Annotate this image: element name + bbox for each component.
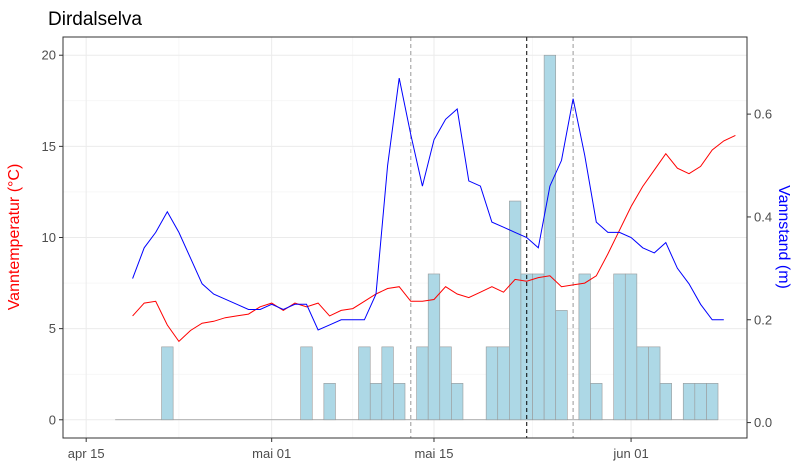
bar: [694, 383, 707, 421]
x-tick-label: mai 01: [252, 446, 291, 461]
y-left-tick-label: 5: [49, 321, 56, 336]
y-left-tick-label: 15: [42, 139, 56, 154]
y-right-tick-label: 0.6: [754, 107, 772, 122]
bar: [624, 273, 638, 421]
bar: [682, 383, 696, 421]
bar: [323, 383, 336, 421]
x-tick-label: apr 15: [68, 446, 105, 461]
bars-layer: [115, 54, 719, 421]
water-temperature-line: [132, 134, 736, 343]
bar: [416, 346, 429, 421]
y-left-tick-label: 20: [42, 48, 56, 63]
chart-title: Dirdalselva: [48, 9, 142, 30]
x-tick-label: jun 01: [612, 446, 648, 461]
bar: [451, 383, 464, 421]
y-left-tick-label: 0: [49, 412, 56, 427]
y-left-tick-label: 10: [42, 230, 56, 245]
x-tick-label: mai 15: [414, 446, 453, 461]
bar: [300, 346, 313, 421]
bar: [358, 346, 371, 421]
bar: [578, 273, 591, 421]
y-left-axis-label: Vanntemperatur (°C): [6, 164, 23, 311]
bar: [636, 346, 649, 421]
bar: [648, 346, 661, 421]
bar: [532, 273, 545, 421]
y-right-tick-label: 0.2: [754, 312, 772, 327]
bar: [427, 273, 441, 421]
bar: [613, 273, 626, 421]
lines-layer: [132, 77, 736, 343]
bar: [497, 346, 510, 421]
bar: [706, 383, 719, 421]
bar: [381, 346, 394, 421]
water-level-line: [132, 77, 724, 331]
bar: [590, 383, 603, 421]
bar: [485, 346, 499, 421]
bar: [659, 383, 672, 421]
bar: [393, 383, 406, 421]
y-right-tick-label: 0.4: [754, 209, 772, 224]
bar: [369, 383, 383, 421]
y-right-axis-label: Vannstand (m): [775, 185, 792, 289]
bar: [161, 346, 174, 421]
y-right-tick-label: 0.0: [754, 415, 772, 430]
reference-lines: [410, 37, 574, 438]
bar: [439, 346, 452, 421]
bar: [543, 54, 557, 421]
bar: [555, 310, 568, 421]
ticks-layer: 0 5 10 15 20 0.0 0.2 0.4 0.6 apr 15 mai 01 mai 15 ju…: [42, 48, 773, 461]
